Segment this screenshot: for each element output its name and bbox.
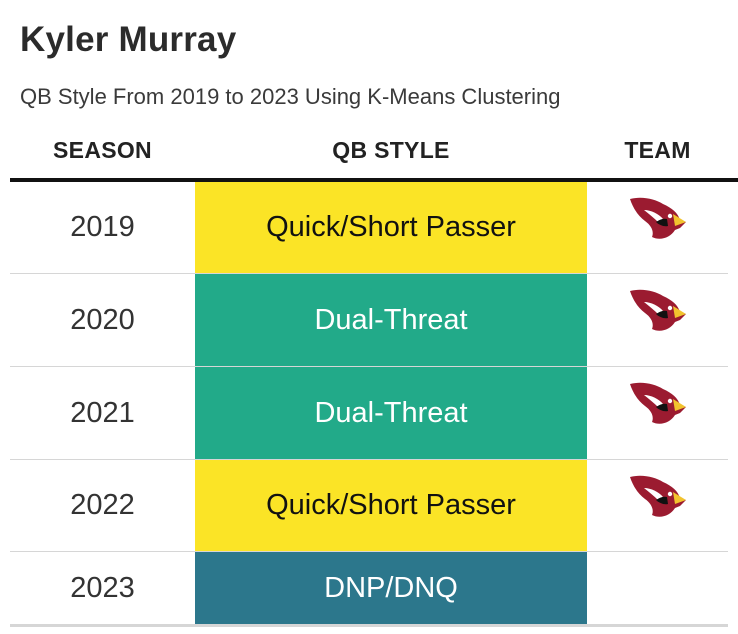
qb-style-label: Quick/Short Passer: [266, 211, 516, 243]
cardinals-logo-icon: [629, 382, 686, 424]
qb-style-cell: Quick/Short Passer: [195, 182, 587, 273]
qb-style-column-header: QB STYLE: [332, 137, 450, 163]
season-cell: 2021: [70, 396, 135, 429]
team-cell: [587, 460, 728, 551]
page-subtitle: QB Style From 2019 to 2023 Using K-Means…: [20, 84, 561, 109]
qb-style-cell: DNP/DNQ: [195, 552, 587, 624]
team-column-header: TEAM: [624, 137, 691, 163]
qb-style-cell: Quick/Short Passer: [195, 460, 587, 551]
qb-style-label: DNP/DNQ: [324, 571, 458, 604]
table-header: SEASON QB STYLE TEAM: [10, 130, 738, 182]
team-cell: [587, 274, 728, 366]
table-row: 2022 Quick/Short Passer: [10, 460, 728, 552]
season-column-header: SEASON: [53, 137, 152, 163]
qb-style-table: SEASON QB STYLE TEAM 2019 Quick/Short Pa…: [10, 130, 738, 627]
team-cell: [587, 182, 728, 273]
table-row: 2023 DNP/DNQ: [10, 552, 728, 627]
team-cell: [587, 552, 728, 624]
qb-style-cell: Dual-Threat: [195, 274, 587, 366]
qb-style-label: Dual-Threat: [314, 303, 468, 336]
table-row: 2019 Quick/Short Passer: [10, 182, 728, 274]
table-row: 2021 Dual-Threat: [10, 367, 728, 460]
season-cell: 2019: [70, 211, 135, 243]
qb-style-label: Quick/Short Passer: [266, 489, 516, 521]
team-cell: [587, 367, 728, 459]
qb-style-cell: Dual-Threat: [195, 367, 587, 459]
cardinals-logo-icon: [629, 475, 686, 517]
page-title: Kyler Murray: [20, 20, 237, 59]
cardinals-logo-icon: [629, 197, 686, 239]
season-cell: 2023: [70, 571, 135, 604]
season-cell: 2020: [70, 303, 135, 336]
season-cell: 2022: [70, 489, 135, 521]
qb-style-label: Dual-Threat: [314, 396, 468, 429]
cardinals-logo-icon: [629, 289, 686, 331]
table-row: 2020 Dual-Threat: [10, 274, 728, 367]
